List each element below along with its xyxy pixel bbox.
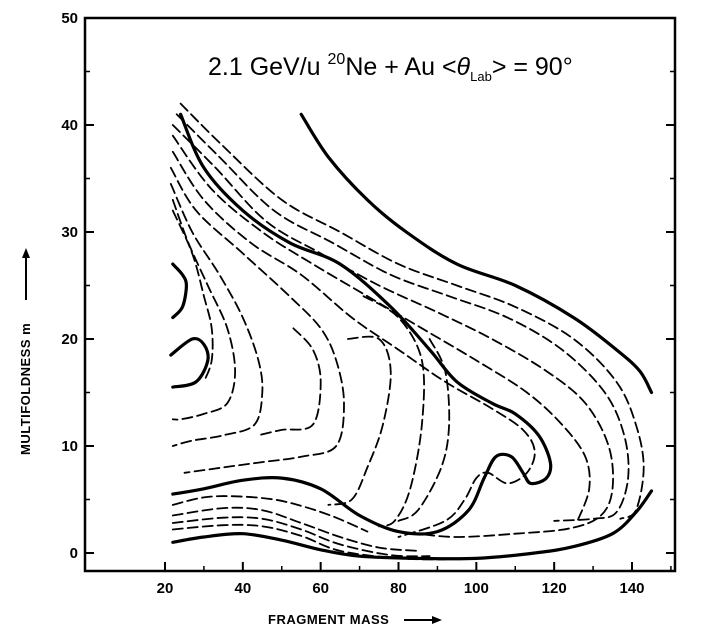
contour-solid-line — [169, 336, 210, 389]
contour-dashed-line — [179, 102, 645, 520]
x-tick-labels: 20 40 60 80 100 120 140 — [157, 580, 645, 597]
contour-dashed-line — [171, 134, 591, 522]
y-tick-label: 10 — [61, 438, 78, 455]
y-axis-title: MULTIFOLDNESS m — [18, 248, 33, 455]
y-tick-label: 40 — [61, 117, 78, 134]
contour-dashed-line — [171, 516, 431, 558]
y-tick-label: 20 — [61, 331, 78, 348]
x-tick-label: 120 — [542, 580, 567, 597]
chart-title: 2.1 GeV/u 20Ne + Au <θLab> = 90° — [208, 51, 573, 84]
y-tick-label: 50 — [61, 10, 78, 27]
contour-solid-line — [299, 112, 654, 395]
y-tick-labels: 0 10 20 30 40 50 — [61, 10, 78, 562]
x-tick-label: 140 — [619, 580, 644, 597]
x-axis-title: FRAGMENT MASS — [268, 612, 442, 627]
x-tick-label: 40 — [234, 580, 251, 597]
y-axis-label: MULTIFOLDNESS m — [18, 323, 33, 455]
contour-dashed-line — [171, 150, 536, 538]
contour-solid-line — [171, 489, 654, 561]
x-axis-label: FRAGMENT MASS — [268, 612, 389, 627]
contour-dashed-line — [171, 523, 447, 561]
x-axis-arrowhead-icon — [432, 616, 442, 624]
contour-solid-line — [171, 262, 188, 320]
x-tick-label: 80 — [390, 580, 407, 597]
x-tick-label: 20 — [157, 580, 174, 597]
contour-dashed-line — [169, 183, 264, 447]
contour-lines — [169, 102, 654, 561]
contour-dashed-line — [171, 495, 369, 533]
contour-dashed-line — [327, 335, 392, 506]
contour-dashed-line — [257, 327, 322, 437]
plot-frame — [83, 16, 677, 573]
contour-dashed-line — [362, 295, 425, 528]
contour-solid-line — [171, 112, 553, 536]
contour-dashed-line — [171, 124, 614, 538]
y-tick-label: 30 — [61, 224, 78, 241]
y-axis-arrowhead-icon — [22, 248, 30, 258]
contour-dashed-line — [169, 166, 345, 474]
contour-dashed-line — [171, 506, 419, 552]
contour-dashed-line — [171, 209, 214, 383]
x-tick-label: 100 — [464, 580, 489, 597]
x-tick-label: 60 — [312, 580, 329, 597]
axis-ticks — [85, 17, 675, 571]
contour-dashed-line — [175, 113, 630, 522]
y-tick-label: 0 — [70, 545, 78, 562]
contour-dashed-line — [397, 338, 451, 522]
